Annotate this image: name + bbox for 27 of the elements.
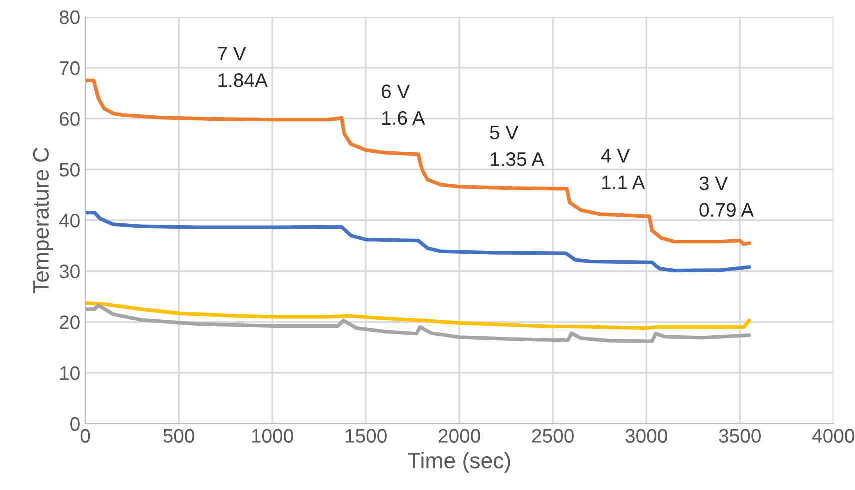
x-tick-label: 500 [164, 429, 194, 443]
x-tick-label: 3000 [626, 429, 668, 443]
x-tick-label: 1500 [346, 429, 387, 443]
x-tick-label: 2000 [438, 429, 480, 443]
annotation: 3 V 0.79 A [700, 176, 754, 218]
annotation: 5 V 1.35 A [490, 126, 545, 166]
x-tick-label: 2500 [532, 429, 574, 443]
y-tick-label: 70 [60, 61, 80, 76]
annotation: 4 V 1.1 A [601, 149, 646, 190]
y-tick-label: 80 [60, 10, 80, 24]
x-tick-label: 0 [80, 429, 90, 443]
x-tick-label: 1000 [252, 429, 294, 443]
y-tick-label: 50 [60, 163, 80, 177]
y-tick-label: 0 [70, 417, 80, 432]
y-tick-label: 30 [60, 264, 80, 279]
y-tick-label: 60 [60, 112, 80, 126]
y-tick-label: 10 [60, 366, 80, 380]
x-tick-label: 4000 [812, 429, 854, 443]
annotation: 7 V 1.84A [218, 47, 268, 88]
x-tick-label: 3500 [719, 429, 761, 443]
y-axis-title: Temperature C [33, 148, 54, 294]
line-series [86, 304, 752, 344]
annotation: 6 V 1.6 A [382, 84, 426, 126]
line-series [86, 302, 752, 330]
y-tick-label: 40 [59, 214, 80, 228]
x-axis-title: Time (sec) [408, 452, 510, 474]
y-tick-label: 20 [60, 316, 80, 330]
